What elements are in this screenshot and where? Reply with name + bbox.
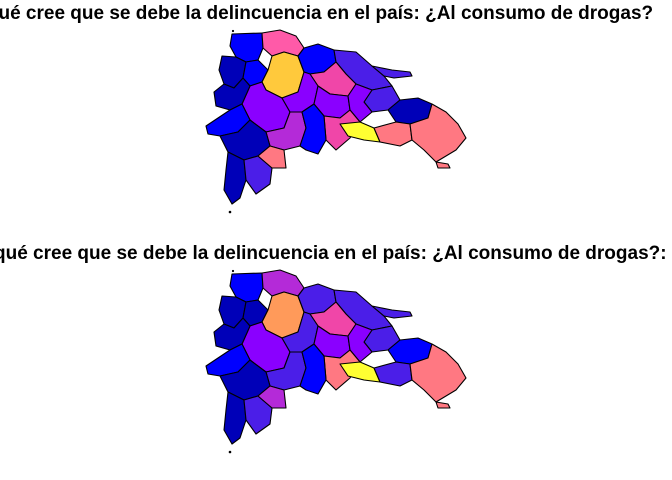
map-panel-1: qué cree que se debe la delincuencia en … bbox=[0, 3, 654, 214]
island-saona bbox=[435, 401, 451, 409]
province-r23 bbox=[223, 151, 247, 205]
samana-peninsula bbox=[371, 65, 413, 79]
province-r22 bbox=[299, 103, 327, 155]
samana-peninsula bbox=[371, 305, 413, 319]
map-panel-2: qué cree que se debe la delincuencia en … bbox=[0, 240, 672, 480]
province-r23 bbox=[223, 391, 247, 445]
province-r26 bbox=[409, 343, 467, 403]
map-title-2: qué cree que se debe la delincuencia en … bbox=[0, 243, 667, 264]
province-r21 bbox=[373, 121, 413, 147]
islet-north bbox=[231, 29, 235, 33]
map-title-1: qué cree que se debe la delincuencia en … bbox=[0, 3, 654, 24]
province-r25 bbox=[257, 385, 287, 409]
choropleth-map-2 bbox=[205, 269, 467, 454]
province-r26 bbox=[409, 103, 467, 163]
island-beata bbox=[228, 450, 232, 454]
province-r21 bbox=[373, 361, 413, 387]
province-r25 bbox=[257, 145, 287, 169]
island-saona bbox=[435, 161, 451, 169]
province-r22 bbox=[299, 343, 327, 395]
island-beata bbox=[228, 210, 232, 214]
choropleth-map-1 bbox=[205, 29, 467, 214]
islet-north bbox=[231, 269, 235, 273]
